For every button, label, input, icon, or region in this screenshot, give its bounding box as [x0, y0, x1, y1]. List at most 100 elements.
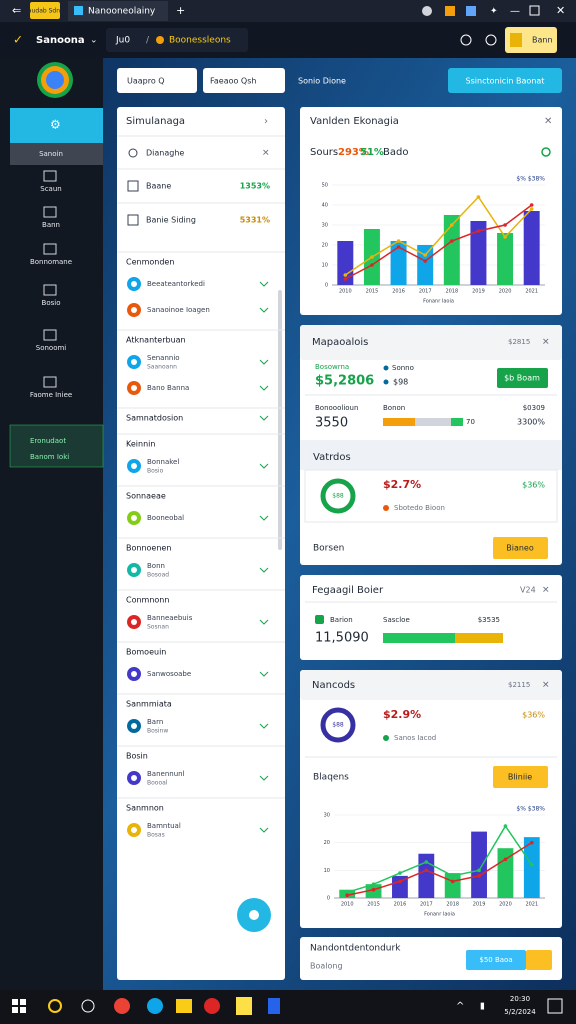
- dot: [383, 735, 389, 741]
- item-text[interactable]: Banennunl: [147, 770, 185, 778]
- close[interactable]: ✕: [544, 116, 552, 127]
- nav-active[interactable]: [10, 108, 103, 143]
- tray-icon[interactable]: ^: [456, 1001, 464, 1012]
- tab-icon: [74, 6, 83, 15]
- filter-input[interactable]: [203, 68, 285, 93]
- expand[interactable]: ›: [264, 116, 268, 127]
- item-text[interactable]: Bamntual: [147, 822, 181, 830]
- item-text[interactable]: Sanwosoabe: [147, 670, 191, 678]
- item-text[interactable]: Barn: [147, 718, 163, 726]
- app-icon[interactable]: [236, 997, 252, 1015]
- close[interactable]: ✕: [542, 338, 550, 348]
- minimize[interactable]: —: [510, 6, 520, 17]
- item-sub: Saanoann: [147, 364, 177, 371]
- item-text[interactable]: Banneaebuis: [147, 614, 193, 622]
- chevron[interactable]: [259, 723, 269, 729]
- footer-button[interactable]: [493, 537, 548, 559]
- item-icon-inner: [131, 723, 137, 729]
- ext-icon[interactable]: [466, 6, 476, 16]
- item-text[interactable]: Bonn: [147, 562, 165, 570]
- app-icon[interactable]: [268, 998, 280, 1014]
- crumb[interactable]: Boonessleons: [169, 36, 231, 46]
- nav-label[interactable]: Scaun: [40, 185, 61, 193]
- item-text[interactable]: Booneobal: [147, 514, 184, 522]
- app-icon[interactable]: [147, 998, 163, 1014]
- chevron[interactable]: [259, 385, 269, 391]
- close[interactable]: ✕: [556, 4, 565, 17]
- y-tick-label: 20: [322, 243, 328, 249]
- chevron[interactable]: [259, 463, 269, 469]
- line-point: [398, 879, 402, 884]
- filter-input[interactable]: [117, 68, 197, 93]
- chevron[interactable]: [259, 671, 269, 677]
- card-title: Mapaoalois: [312, 337, 368, 348]
- group-title: Bomoeuin: [126, 648, 166, 657]
- action-button[interactable]: [497, 368, 548, 388]
- search[interactable]: [48, 999, 62, 1013]
- chevron[interactable]: [259, 281, 269, 287]
- nav-label[interactable]: Sanoin: [39, 150, 63, 158]
- clear[interactable]: ✕: [262, 149, 270, 159]
- nav-active-bottom[interactable]: [9, 424, 104, 468]
- button[interactable]: [526, 950, 552, 970]
- item-text[interactable]: Bonnakel: [147, 458, 179, 466]
- close[interactable]: ✕: [542, 586, 550, 596]
- close[interactable]: ✕: [542, 681, 550, 691]
- tray-icon[interactable]: ▮: [480, 1002, 485, 1012]
- primary-button[interactable]: [448, 68, 562, 93]
- x-tick-label: 2020: [499, 902, 512, 908]
- settings-icon[interactable]: [485, 34, 497, 46]
- new-tab[interactable]: +: [176, 4, 185, 17]
- item-text[interactable]: Senannio: [147, 354, 180, 362]
- item-text[interactable]: Beeateantorkedi: [147, 280, 205, 288]
- date[interactable]: 5/2/2024: [504, 1008, 536, 1016]
- search-text[interactable]: Dianaghe: [146, 149, 184, 158]
- app-icon[interactable]: [204, 998, 220, 1014]
- nav-label[interactable]: Bonnomane: [30, 258, 72, 266]
- x-axis-label: Fonanr Iaoia: [423, 299, 454, 305]
- start[interactable]: [12, 1007, 18, 1013]
- start[interactable]: [12, 999, 18, 1005]
- row-label[interactable]: Banie Siding: [146, 216, 196, 225]
- item-text[interactable]: Sanaoinoe Ioagen: [147, 306, 210, 314]
- start[interactable]: [20, 999, 26, 1005]
- nav-label[interactable]: Sonoomi: [36, 344, 67, 352]
- chevron[interactable]: [259, 415, 269, 421]
- x-tick-label: 2010: [341, 902, 354, 908]
- clock[interactable]: 20:30: [510, 995, 530, 1003]
- app-name[interactable]: Sanoona: [36, 35, 85, 46]
- nav-label[interactable]: Faome Iniee: [30, 391, 72, 399]
- ext-icon[interactable]: ✦: [490, 7, 498, 17]
- x-tick-label: 2015: [367, 902, 380, 908]
- ext-icon[interactable]: [422, 6, 432, 16]
- chevron[interactable]: [259, 515, 269, 521]
- tab[interactable]: [68, 1, 168, 21]
- button[interactable]: [466, 950, 526, 970]
- task-view[interactable]: [81, 999, 95, 1013]
- chevron[interactable]: [259, 827, 269, 833]
- chevron[interactable]: [259, 775, 269, 781]
- app-icon[interactable]: [176, 999, 192, 1013]
- nav-label[interactable]: Bann: [42, 221, 60, 229]
- dropdown[interactable]: ⌄: [90, 36, 98, 46]
- chevron[interactable]: [259, 359, 269, 365]
- search-icon[interactable]: [460, 34, 472, 46]
- notifications[interactable]: [547, 998, 563, 1014]
- maximize[interactable]: [529, 5, 540, 16]
- chevron[interactable]: [259, 307, 269, 313]
- path[interactable]: Ju0: [115, 36, 130, 46]
- value: $3535: [478, 616, 500, 624]
- item-text[interactable]: Bano Banna: [147, 384, 189, 392]
- nav-label[interactable]: Bosio: [42, 299, 61, 307]
- back[interactable]: ⇐: [12, 4, 21, 17]
- chevron[interactable]: [259, 619, 269, 625]
- line-series: [347, 842, 533, 896]
- action-button[interactable]: [493, 766, 548, 788]
- sidebar: [0, 58, 103, 990]
- chevron[interactable]: [259, 567, 269, 573]
- badge: [30, 2, 60, 19]
- row-label[interactable]: Baane: [146, 182, 171, 191]
- start[interactable]: [20, 1007, 26, 1013]
- ext-icon[interactable]: [445, 6, 455, 16]
- app-icon[interactable]: [114, 998, 130, 1014]
